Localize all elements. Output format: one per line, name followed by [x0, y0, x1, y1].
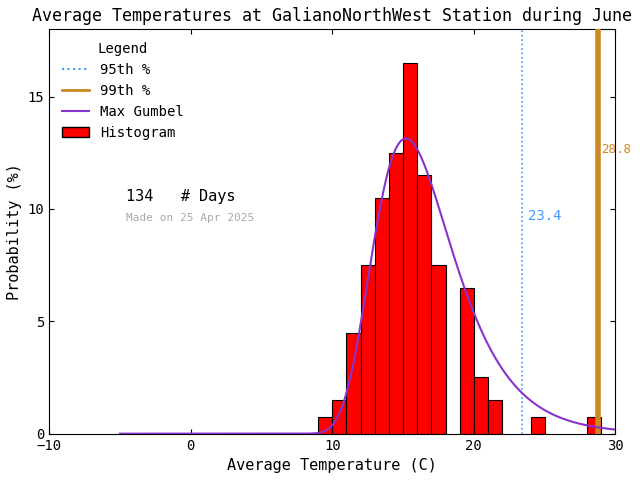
Bar — [488, 400, 502, 433]
Text: 23.4: 23.4 — [527, 209, 561, 223]
Text: 134   # Days: 134 # Days — [125, 189, 235, 204]
Bar — [417, 175, 431, 433]
Bar — [431, 265, 445, 433]
Bar — [332, 400, 346, 433]
Bar — [474, 377, 488, 433]
Bar — [460, 288, 474, 433]
Bar — [346, 333, 360, 433]
Bar — [587, 417, 602, 433]
Bar — [403, 63, 417, 433]
Text: 28.8: 28.8 — [602, 143, 631, 156]
Text: Made on 25 Apr 2025: Made on 25 Apr 2025 — [125, 213, 254, 223]
Bar — [389, 153, 403, 433]
Bar — [360, 265, 375, 433]
X-axis label: Average Temperature (C): Average Temperature (C) — [227, 458, 437, 473]
Title: Average Temperatures at GalianoNorthWest Station during June: Average Temperatures at GalianoNorthWest… — [32, 7, 632, 25]
Bar — [531, 417, 545, 433]
Y-axis label: Probability (%): Probability (%) — [7, 163, 22, 300]
Bar — [318, 417, 332, 433]
Bar — [375, 198, 389, 433]
Legend: 95th %, 99th %, Max Gumbel, Histogram: 95th %, 99th %, Max Gumbel, Histogram — [56, 36, 190, 145]
